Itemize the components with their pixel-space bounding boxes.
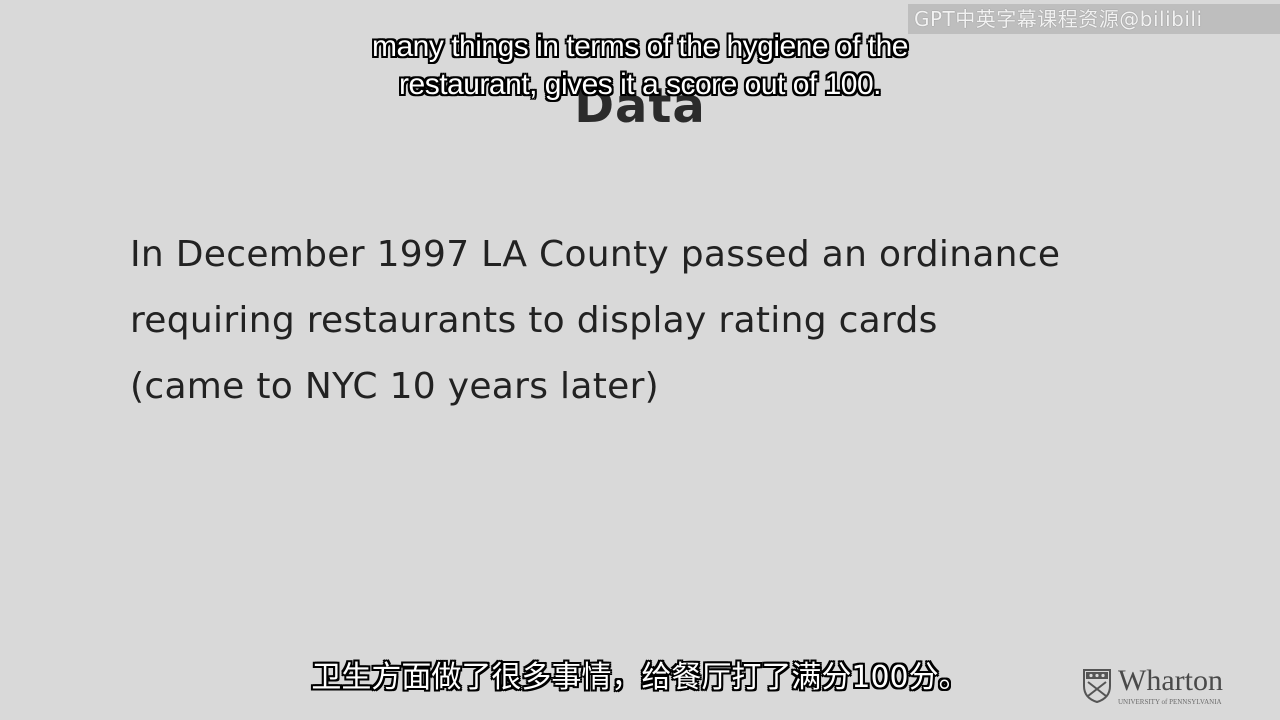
body-line: requiring restaurants to display rating … xyxy=(130,300,938,341)
slide-title: Data xyxy=(574,78,706,134)
english-subtitle-line: many things in terms of the hygiene of t… xyxy=(372,30,908,63)
english-subtitle: many things in terms of the hygiene of t… xyxy=(0,28,1280,104)
english-subtitle-line: restaurant, gives it a score out of 100. xyxy=(399,68,881,101)
logo-wordmark: Wharton xyxy=(1118,664,1223,697)
wharton-logo: Wharton UNIVERSITY of PENNSYLVANIA xyxy=(1082,664,1232,708)
watermark: GPT中英字幕课程资源@bilibili xyxy=(908,4,1280,34)
body-line: In December 1997 LA County passed an ord… xyxy=(130,234,1061,275)
logo-tagline: UNIVERSITY of PENNSYLVANIA xyxy=(1118,698,1222,706)
body-line: (came to NYC 10 years later) xyxy=(130,366,660,407)
slide-body: In December 1997 LA County passed an ord… xyxy=(130,222,1210,420)
shield-icon xyxy=(1083,669,1111,704)
chinese-subtitle: 卫生方面做了很多事情，给餐厅打了满分100分。 xyxy=(311,660,969,695)
